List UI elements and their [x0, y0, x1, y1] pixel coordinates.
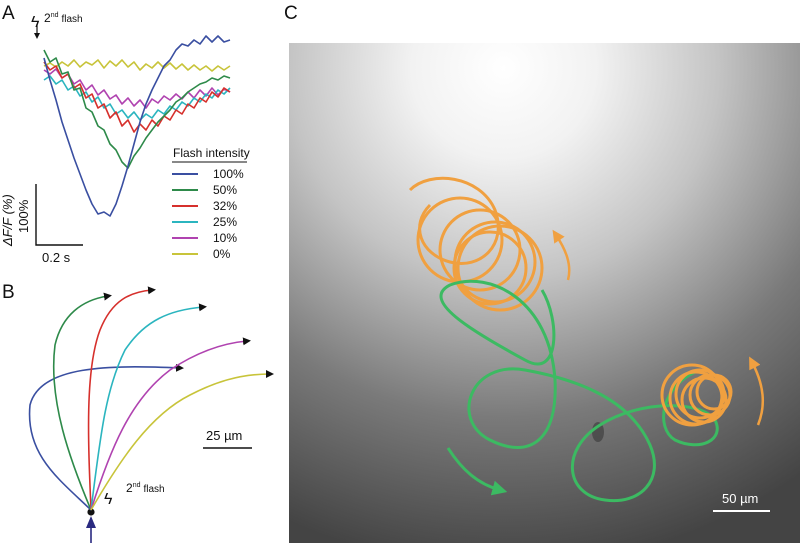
legend: Flash intensity 100% 50% 32% 25% 10% 0% [172, 146, 250, 261]
panel-a-label: A [2, 3, 15, 24]
legend-label-50: 50% [213, 183, 237, 197]
trace-32pct [43, 61, 231, 133]
scalebar-c-label: 50 µm [722, 491, 758, 506]
scalebar-b-label: 25 µm [206, 428, 242, 443]
flash-arrowhead-a [34, 33, 40, 39]
trace-50pct [43, 49, 231, 169]
scalebar-a-xlabel: 0.2 s [42, 250, 71, 265]
flash-bolt-icon-b: ϟ [104, 491, 113, 508]
trajectory-0pct [90, 370, 274, 511]
legend-label-10: 10% [213, 231, 237, 245]
incoming-arrowhead [86, 516, 96, 528]
legend-label-0: 0% [213, 247, 231, 261]
flash-label-sup-a: nd [51, 12, 59, 19]
panel-c: C 50 µm [284, 3, 800, 543]
legend-label-32: 32% [213, 199, 237, 213]
scalebar-a-lines [35, 184, 83, 246]
flash-label-base-b: 2 [126, 481, 133, 495]
flash-label-sup-b: nd [133, 482, 141, 489]
flash-bolt-icon-a: ϟ [31, 14, 40, 31]
flash-label-word-a: flash [61, 14, 82, 25]
flash-label-word-b: flash [143, 484, 164, 495]
swim-loops-end [660, 363, 733, 427]
trajectory-25pct [90, 303, 207, 511]
trace-0pct [43, 59, 231, 72]
legend-title: Flash intensity [173, 146, 250, 160]
trace-10pct [43, 68, 231, 109]
trajectory-32pct [87, 286, 156, 511]
panel-a: A ϟ 2nd flash Flash intensity 100% 50% 32… [0, 3, 250, 265]
trajectory-100pct [28, 363, 184, 511]
swim-direction-arrow-2 [446, 447, 508, 496]
scalebar-a: ΔF/F (%) 100% 0.2 s [0, 184, 83, 265]
flash-label-base-a: 2 [44, 11, 51, 25]
legend-label-100: 100% [213, 167, 244, 181]
panel-b: B ϟ 2nd flash 25 µm [2, 282, 274, 543]
scalebar-a-ylabel-2: 100% [16, 199, 31, 233]
panel-b-label: B [2, 282, 15, 303]
scalebar-a-ylabel-1: ΔF/F (%) [0, 194, 15, 247]
flash-origin-dot [87, 508, 95, 516]
legend-label-25: 25% [213, 215, 237, 229]
panel-c-label: C [284, 3, 298, 24]
swim-direction-arrow-1 [552, 229, 571, 281]
trajectory-10pct [90, 337, 251, 511]
trace-100pct [43, 35, 231, 217]
trajectory-50pct [52, 292, 112, 511]
swim-direction-arrow-3 [749, 356, 764, 426]
